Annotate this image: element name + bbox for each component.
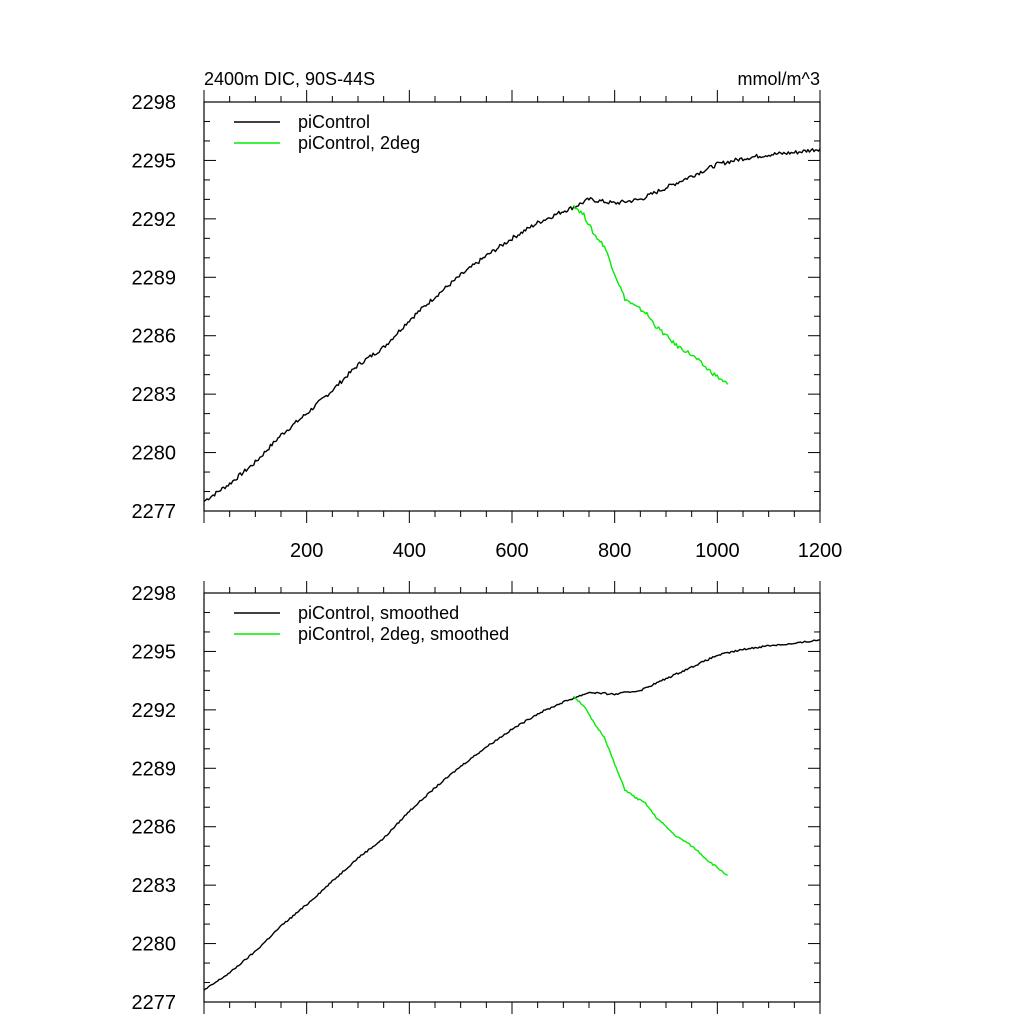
y-tick-label: 2286 [132,817,177,839]
y-tick-label: 2295 [132,150,177,172]
y-tick-label: 2277 [132,992,177,1014]
top-panel: 2277 2280 2283 2286 2289 2292 2295 2298 200 400 60… [132,90,843,562]
y-tick-label: 2280 [132,934,177,956]
legend-label: piControl, 2deg, smoothed [298,624,509,644]
y-tick-label: 2286 [132,326,177,348]
x-tick-label: 1200 [798,540,843,562]
units-label: mmol/m^3 [738,69,820,89]
y-tick-label: 2292 [132,209,177,231]
legend-label: piControl, 2deg [298,133,420,153]
plot-frame [203,592,821,1003]
series-line-0 [203,639,821,991]
y-tick-label: 2298 [132,92,177,114]
y-tick-label: 2283 [132,875,177,897]
x-tick-label: 400 [393,540,426,562]
series-line-1 [572,204,729,385]
legend-label: piControl [298,112,370,132]
y-tick-label: 2283 [132,384,177,406]
bottom-panel: 2277 2280 2283 2286 2289 2292 2295 2298 piContro… [132,581,821,1014]
y-tick-label: 2295 [132,641,177,663]
x-tick-label: 200 [290,540,323,562]
x-tick-label: 1000 [695,540,740,562]
plot-frame [203,101,821,512]
y-tick-label: 2289 [132,758,177,780]
legend-label: piControl, smoothed [298,603,459,623]
x-tick-label: 800 [598,540,631,562]
series-line-1 [573,695,728,876]
y-tick-label: 2298 [132,583,177,605]
y-tick-label: 2289 [132,267,177,289]
x-tick-label: 600 [495,540,528,562]
y-tick-label: 2292 [132,700,177,722]
series-line-0 [203,148,821,502]
y-tick-label: 2280 [132,443,177,465]
y-tick-label: 2277 [132,501,177,523]
figure-title: 2400m DIC, 90S-44S [204,69,375,89]
